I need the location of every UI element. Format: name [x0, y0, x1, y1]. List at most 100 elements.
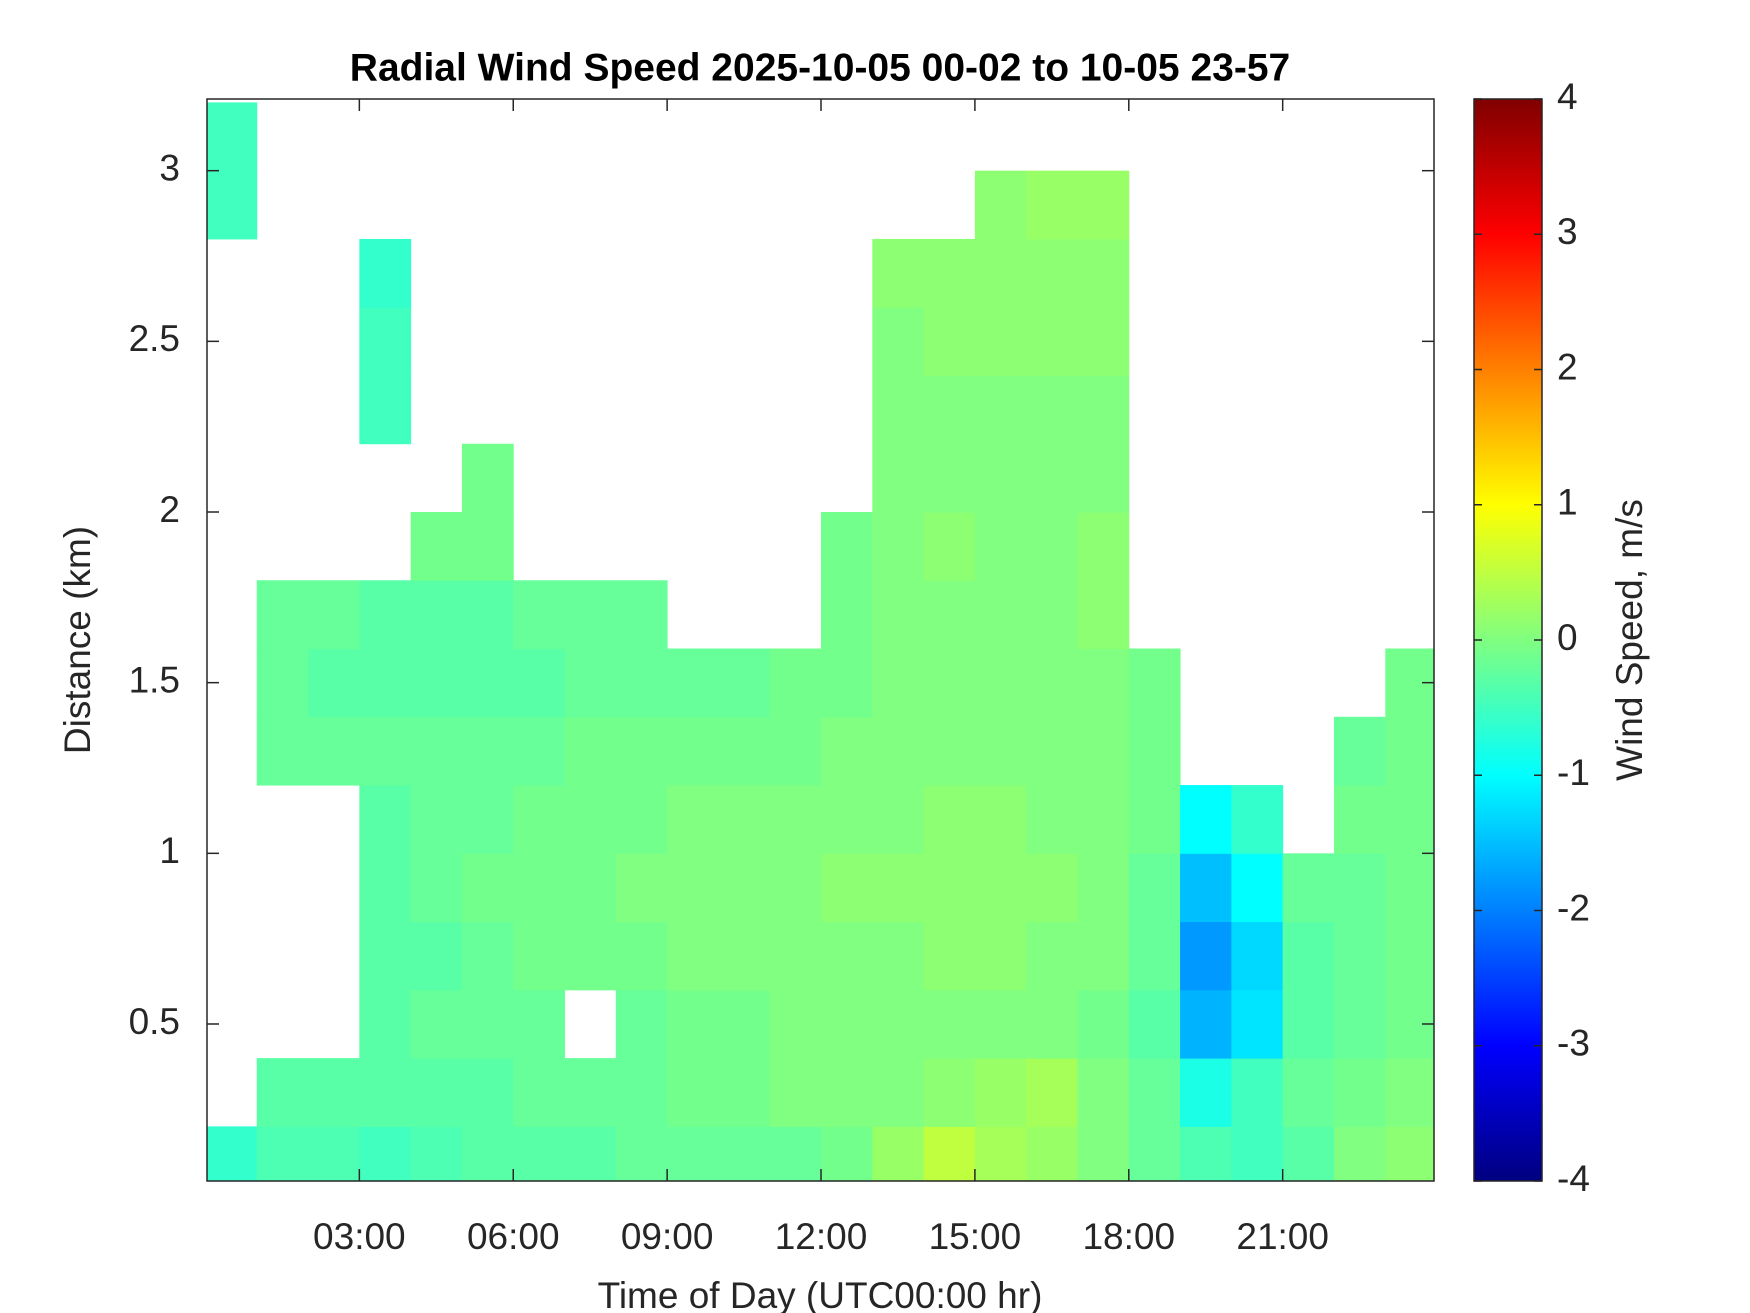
- heatmap-cell: [923, 1126, 976, 1181]
- heatmap-cell: [718, 648, 771, 718]
- heatmap-cell: [872, 716, 925, 786]
- heatmap-cell: [1077, 307, 1130, 376]
- heatmap-cell: [1026, 1058, 1078, 1127]
- heatmap-cell: [410, 989, 463, 1059]
- heatmap-cell: [410, 716, 463, 786]
- heatmap-cell: [564, 1126, 617, 1181]
- heatmap-cell: [1077, 785, 1130, 854]
- heatmap-cell: [923, 443, 976, 513]
- heatmap-cell: [667, 785, 719, 854]
- heatmap-cell: [974, 512, 1027, 581]
- heatmap-cell: [821, 1058, 873, 1127]
- heatmap-cell: [872, 375, 925, 445]
- heatmap-cell: [513, 1126, 566, 1181]
- heatmap-cell: [615, 1126, 668, 1181]
- heatmap-cell: [872, 580, 925, 650]
- heatmap-cell: [1231, 921, 1284, 991]
- heatmap-cell: [923, 921, 976, 991]
- heatmap-cell: [308, 1058, 360, 1127]
- heatmap-cell: [1333, 989, 1386, 1059]
- heatmap-cell: [308, 648, 360, 718]
- heatmap-cell: [513, 853, 566, 923]
- heatmap-cell: [513, 989, 566, 1059]
- heatmap-cell: [667, 853, 719, 923]
- heatmap-cell: [1077, 1058, 1130, 1127]
- heatmap-cell: [667, 921, 719, 991]
- heatmap-cell: [1180, 785, 1232, 854]
- heatmap-cell: [461, 443, 514, 513]
- heatmap-cell: [769, 785, 822, 854]
- heatmap-cell: [461, 853, 514, 923]
- heatmap-cell: [410, 853, 463, 923]
- x-tick-label: 21:00: [1236, 1216, 1329, 1257]
- heatmap-cell: [256, 1058, 309, 1127]
- heatmap-cell: [1077, 443, 1130, 513]
- heatmap-cell: [974, 785, 1027, 854]
- heatmap-cell: [769, 853, 822, 923]
- heatmap-cell: [974, 853, 1027, 923]
- heatmap-cell: [615, 580, 668, 650]
- heatmap-cell: [1385, 1126, 1434, 1181]
- heatmap-cell: [821, 1126, 873, 1181]
- heatmap-cell: [923, 580, 976, 650]
- heatmap-cells: [207, 102, 1434, 1181]
- heatmap-cell: [1282, 853, 1335, 923]
- heatmap-cell: [1282, 921, 1335, 991]
- heatmap-cell: [256, 716, 309, 786]
- heatmap-cell: [564, 853, 617, 923]
- heatmap-cell: [974, 716, 1027, 786]
- heatmap-cell: [1128, 648, 1181, 718]
- heatmap-cell: [1128, 921, 1181, 991]
- colorbar-tick-label: 2: [1557, 346, 1578, 387]
- heatmap-cell: [1026, 170, 1078, 240]
- heatmap-cell: [564, 1058, 617, 1127]
- heatmap-cell: [872, 512, 925, 581]
- colorbar-tick-label: -2: [1557, 887, 1590, 928]
- heatmap-cell: [461, 1058, 514, 1127]
- heatmap-cell: [615, 716, 668, 786]
- heatmap-cell: [410, 921, 463, 991]
- heatmap-cell: [564, 785, 617, 854]
- heatmap-cell: [461, 1126, 514, 1181]
- y-tick-label: 1.5: [129, 659, 180, 700]
- heatmap-cell: [359, 580, 412, 650]
- heatmap-cell: [923, 648, 976, 718]
- heatmap-cell: [769, 648, 822, 718]
- y-tick-label: 2.5: [129, 318, 180, 359]
- heatmap-cell: [1077, 238, 1130, 308]
- heatmap-cell: [974, 307, 1027, 376]
- heatmap-cell: [308, 716, 360, 786]
- heatmap-cell: [615, 989, 668, 1059]
- heatmap-cell: [461, 580, 514, 650]
- heatmap-cell: [256, 580, 309, 650]
- heatmap-cell: [821, 512, 873, 581]
- heatmap-cell: [821, 648, 873, 718]
- heatmap-cell: [461, 989, 514, 1059]
- heatmap-cell: [359, 1126, 412, 1181]
- heatmap-cell: [1231, 1126, 1284, 1181]
- heatmap-cell: [207, 102, 258, 172]
- colorbar-tick-label: 3: [1557, 211, 1578, 252]
- heatmap-cell: [1026, 921, 1078, 991]
- heatmap-cell: [1026, 1126, 1078, 1181]
- heatmap-cell: [923, 989, 976, 1059]
- heatmap-cell: [821, 785, 873, 854]
- heatmap-cell: [359, 921, 412, 991]
- heatmap-cell: [513, 921, 566, 991]
- heatmap-cell: [461, 921, 514, 991]
- heatmap-cell: [359, 307, 412, 376]
- heatmap-cell: [923, 375, 976, 445]
- heatmap-cell: [256, 1126, 309, 1181]
- heatmap-cell: [1385, 921, 1434, 991]
- heatmap-cell: [872, 785, 925, 854]
- heatmap-cell: [1026, 716, 1078, 786]
- heatmap-cell: [923, 1058, 976, 1127]
- colorbar-tick-label: 0: [1557, 617, 1578, 658]
- heatmap-cell: [667, 648, 719, 718]
- heatmap-cell: [513, 1058, 566, 1127]
- colorbar-tick-label: -4: [1557, 1158, 1590, 1199]
- heatmap-cell: [1385, 853, 1434, 923]
- heatmap-cell: [923, 512, 976, 581]
- heatmap-cell: [410, 512, 463, 581]
